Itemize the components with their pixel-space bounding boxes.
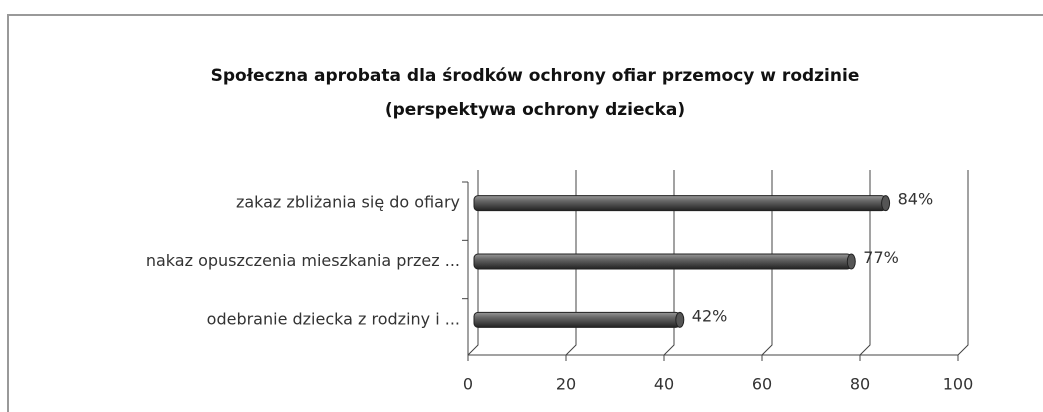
x-tick-label: 100 — [943, 375, 974, 394]
x-tick-label: 60 — [752, 375, 772, 394]
chart-title: (perspektywa ochrony dziecka) — [385, 100, 685, 120]
grid-line — [565, 170, 577, 356]
value-label: 42% — [692, 306, 728, 325]
y-tick-label: odebranie dziecka z rodziny i ... — [207, 309, 460, 328]
y-tick-label: zakaz zbliżania się do ofiary — [236, 193, 460, 212]
bar-cap — [881, 195, 891, 212]
chart-title: Społeczna aprobata dla środków ochrony o… — [211, 66, 860, 86]
chart-frame — [7, 14, 1043, 412]
x-tick-label: 40 — [654, 375, 674, 394]
x-tick-label: 80 — [850, 375, 870, 394]
grid-line — [957, 170, 969, 356]
bar — [473, 195, 887, 212]
grid-line — [663, 170, 675, 356]
bar — [473, 253, 852, 270]
bar-cap — [675, 311, 685, 328]
x-tick-label: 20 — [556, 375, 576, 394]
grid-line — [761, 170, 773, 356]
value-label: 77% — [863, 248, 899, 267]
y-tick-label: nakaz opuszczenia mieszkania przez ... — [146, 251, 460, 270]
bar-cap — [846, 253, 856, 270]
x-tick-label: 0 — [463, 375, 473, 394]
bar — [473, 311, 681, 328]
value-label: 84% — [898, 190, 934, 209]
grid-line — [467, 170, 479, 356]
grid-line — [859, 170, 871, 356]
